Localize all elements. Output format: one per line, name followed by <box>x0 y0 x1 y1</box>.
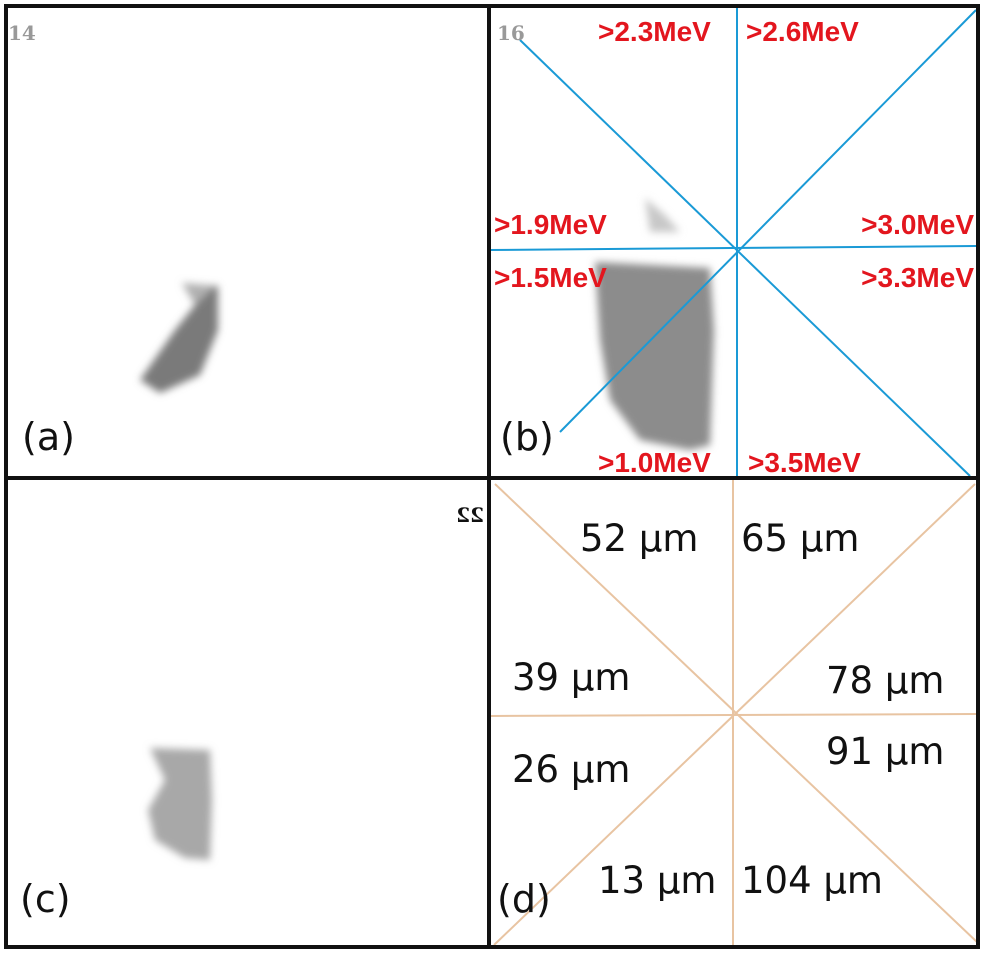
frame-number-b: 16 <box>497 21 525 45</box>
energy-label: >3.0MeV <box>861 209 974 240</box>
panel-label-d: (d) <box>497 877 551 921</box>
thickness-label: 78 µm <box>826 659 944 702</box>
thickness-label: 52 µm <box>580 517 698 560</box>
panel-label-c: (c) <box>20 877 71 921</box>
sector-line-horizontal <box>489 245 977 251</box>
sector-line-diagonal-2 <box>559 9 977 433</box>
energy-label: >3.5MeV <box>748 447 861 478</box>
thickness-sector-lines <box>489 480 979 946</box>
thickness-label: 104 µm <box>741 859 883 902</box>
energy-label: >1.5MeV <box>494 262 607 293</box>
thickness-label: 39 µm <box>512 656 630 699</box>
energy-sector-lines <box>489 6 977 478</box>
panel-b-signal <box>595 198 714 450</box>
thickness-label: 26 µm <box>512 748 630 791</box>
frame-number-a: 14 <box>8 21 36 45</box>
energy-label: >1.9MeV <box>494 209 607 240</box>
energy-label: >2.3MeV <box>598 16 711 47</box>
thickness-label: 13 µm <box>598 859 716 902</box>
panel-frame <box>4 4 980 949</box>
frame-number-c: 22 <box>456 503 484 527</box>
panel-a-signal <box>140 283 218 393</box>
panel-label-b: (b) <box>500 415 554 459</box>
panel-c-signal <box>148 748 212 860</box>
panel-label-a: (a) <box>22 415 75 459</box>
thickness-label: 91 µm <box>826 730 944 773</box>
energy-label: >1.0MeV <box>598 447 711 478</box>
sector-line-diagonal-1 <box>519 39 971 477</box>
energy-label: >3.3MeV <box>861 262 974 293</box>
energy-label: >2.6MeV <box>746 16 859 47</box>
thickness-label: 65 µm <box>741 517 859 560</box>
sector-line-diagonal-2 <box>493 483 976 946</box>
